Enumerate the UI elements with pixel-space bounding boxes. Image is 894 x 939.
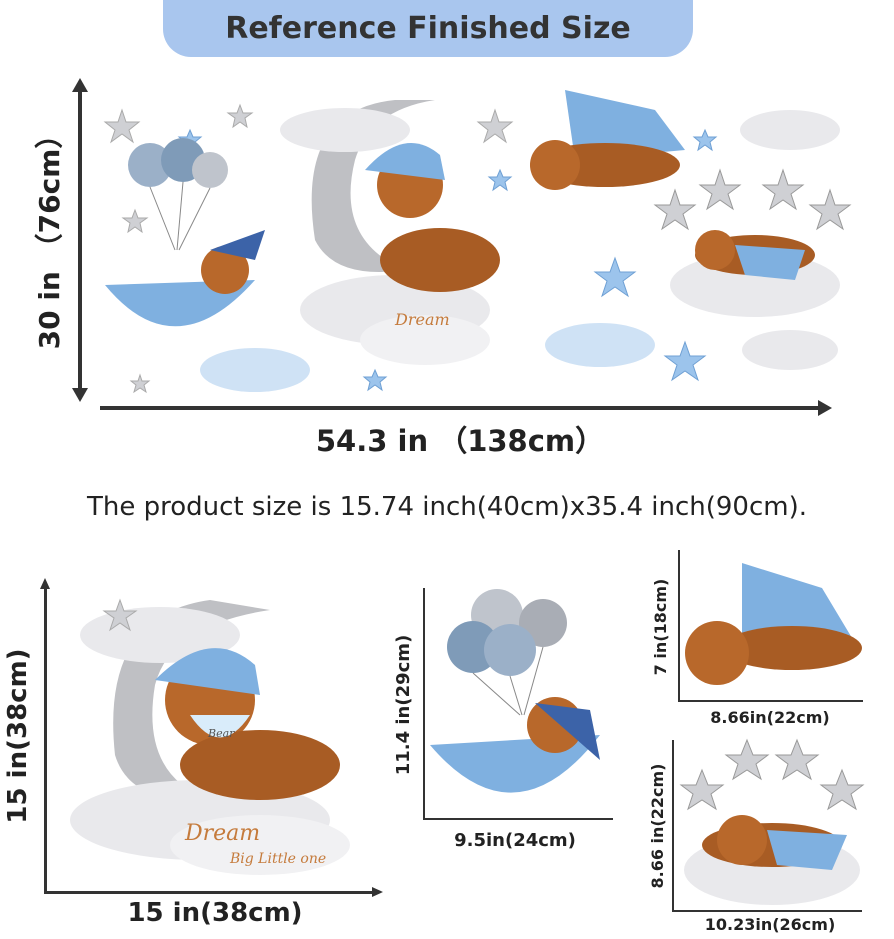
flying-bear-height-line bbox=[678, 550, 680, 702]
star-bear-sticker bbox=[679, 738, 865, 905]
cloud-icon bbox=[545, 323, 655, 367]
balloon-bear-height-line bbox=[423, 588, 425, 820]
header-pill: Reference Finished Size bbox=[163, 0, 693, 57]
star-icon bbox=[177, 128, 718, 392]
width-arrow bbox=[100, 406, 820, 410]
caption-line1: Dream bbox=[184, 821, 260, 846]
overall-flying-bear-sticker bbox=[530, 90, 685, 190]
balloon-bear-width-line bbox=[423, 818, 613, 820]
moon-bear-width-label: 15 in(38cm) bbox=[127, 898, 303, 928]
overall-balloon-bear-sticker bbox=[105, 138, 265, 327]
star-bear-height-label: 8.66 in(22cm) bbox=[648, 763, 667, 889]
overall-height-label: 30 in （76cm） bbox=[33, 120, 66, 350]
bib-text: Bear bbox=[207, 727, 235, 740]
cloud-icon bbox=[200, 348, 310, 392]
balloon-bear-width-label: 9.5in(24cm) bbox=[454, 830, 576, 851]
overall-star-bear-sticker bbox=[653, 168, 852, 317]
star-bear-width-label: 10.23in(26cm) bbox=[704, 915, 836, 934]
star-icon bbox=[103, 103, 514, 394]
height-arrow-head-top bbox=[72, 78, 88, 92]
height-arrow-head-bottom bbox=[72, 388, 88, 402]
flying-bear-width-line bbox=[678, 700, 863, 702]
moon-bear-height-label: 15 in(38cm) bbox=[3, 648, 33, 824]
overall-moon-bear-sticker: Dream bbox=[280, 100, 500, 365]
moon-bear-sticker: Bear Dream Big Little one bbox=[70, 598, 350, 875]
svg-text:Dream: Dream bbox=[394, 310, 450, 329]
overall-width-label: 54.3 in （138cm） bbox=[315, 424, 605, 458]
header-title: Reference Finished Size bbox=[225, 11, 631, 46]
moon-bear-height-line bbox=[44, 588, 47, 893]
caption-line2: Big Little one bbox=[229, 851, 326, 867]
moon-bear-width-line bbox=[44, 891, 374, 894]
flying-bear-width-label: 8.66in(22cm) bbox=[710, 708, 830, 727]
product-size-note: The product size is 15.74 inch(40cm)x35.… bbox=[86, 492, 808, 522]
balloon-bear-sticker bbox=[430, 589, 600, 793]
star-bear-width-line bbox=[672, 910, 862, 912]
moon-bear-arrow-head-right bbox=[372, 887, 383, 897]
balloon-bear-height-label: 11.4 in(29cm) bbox=[393, 634, 414, 776]
width-arrow-head bbox=[818, 400, 832, 416]
cloud-icon bbox=[740, 110, 840, 150]
overall-illustration: Dream bbox=[103, 90, 852, 394]
moon-bear-arrow-head-top bbox=[40, 578, 50, 589]
star-bear-height-line bbox=[672, 740, 674, 912]
flying-bear-sticker bbox=[685, 563, 862, 685]
star-icon bbox=[102, 598, 138, 632]
flying-bear-height-label: 7 in(18cm) bbox=[651, 578, 670, 676]
cloud-icon bbox=[742, 330, 838, 370]
height-arrow bbox=[78, 88, 82, 390]
